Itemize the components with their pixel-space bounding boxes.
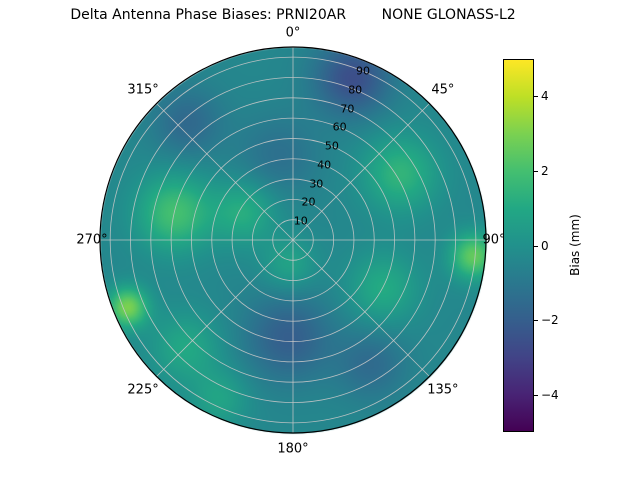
colorbar-tick	[534, 96, 538, 98]
angular-tick-label: 45°	[431, 82, 455, 98]
polar-plot: 0° 45° 90° 135° 180° 225° 270° 315° 10 20 30 40 50 60…	[76, 26, 505, 457]
polar-spine	[99, 46, 487, 434]
radial-tick-label: 80	[348, 83, 363, 97]
angular-tick-label: 315°	[127, 82, 159, 98]
colorbar-gradient	[503, 59, 534, 432]
colorbar: −4 −2 0 2 4	[503, 59, 559, 432]
angular-tick-label: 270°	[76, 232, 108, 248]
colorbar-tick-label: 4	[541, 89, 549, 104]
colorbar-tick	[534, 170, 538, 172]
colorbar-tick	[534, 245, 538, 247]
radial-tick-label: 40	[317, 158, 332, 172]
angular-tick-label: 135°	[427, 382, 459, 398]
angular-gridline	[156, 103, 294, 241]
angular-gridline	[292, 103, 430, 241]
colorbar-tick	[534, 394, 538, 396]
chart-title: Delta Antenna Phase Biases: PRNI20AR NON…	[70, 7, 516, 23]
angular-tick-label: 180°	[277, 441, 309, 457]
radial-tick-label: 60	[332, 120, 347, 134]
radial-tick-label: 90	[355, 64, 370, 78]
radial-tick-label: 30	[309, 177, 324, 191]
colorbar-label: Bias (mm)	[568, 214, 582, 276]
radial-tick-label: 50	[324, 139, 339, 153]
angular-gridline	[156, 239, 294, 377]
angular-tick-label: 225°	[127, 382, 159, 398]
radial-tick-label: 70	[340, 102, 355, 116]
colorbar-tick-label: 0	[541, 238, 549, 253]
radial-tick-label: 10	[293, 214, 308, 228]
colorbar-tick	[534, 320, 538, 322]
radial-tick-label: 20	[301, 195, 316, 209]
colorbar-tick-label: −4	[541, 387, 559, 402]
angular-tick-label: 0°	[285, 25, 301, 41]
colorbar-tick-label: 2	[541, 163, 549, 178]
polar-grid	[99, 46, 487, 434]
angular-gridline	[292, 239, 430, 377]
colorbar-tick-label: −2	[541, 313, 559, 328]
angular-tick-label: 90°	[482, 232, 506, 248]
